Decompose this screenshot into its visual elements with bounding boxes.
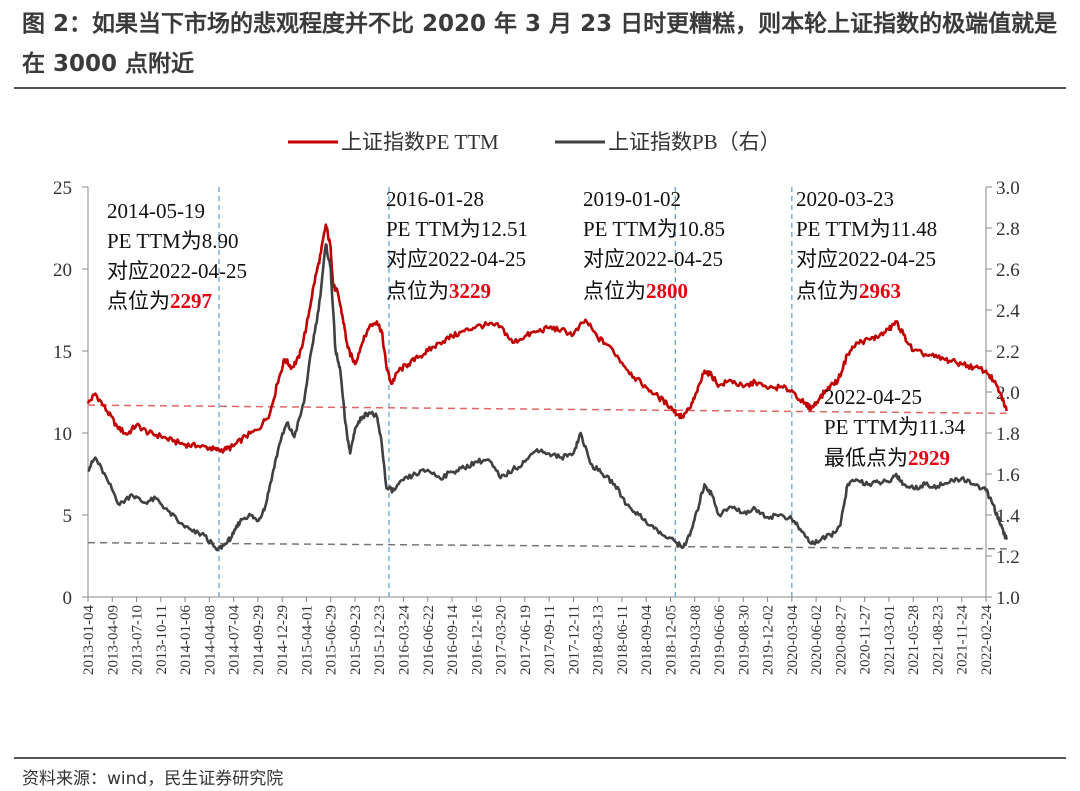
x-tick-label: 2016-12-16: [469, 605, 485, 675]
y-right-tick-label: 3.0: [996, 178, 1020, 199]
chart-title: 图 2：如果当下市场的悲观程度并不比 2020 年 3 月 23 日时更糟糕，则…: [22, 11, 1058, 77]
x-tick-label: 2019-12-02: [761, 605, 777, 675]
x-tick-label: 2016-06-22: [421, 605, 437, 675]
y-right-tick-label: 1.6: [996, 465, 1020, 486]
x-tick-label: 2021-05-28: [906, 605, 922, 675]
x-tick-label: 2016-09-14: [445, 605, 461, 675]
x-tick-label: 2018-03-13: [591, 605, 607, 675]
legend-pb-label: 上证指数PB（右）: [608, 130, 781, 154]
x-tick-label: 2015-09-23: [348, 605, 364, 675]
annotation-ref-date: 对应2022-04-25: [583, 247, 723, 271]
y-left-tick-label: 5: [63, 506, 73, 527]
x-tick-label: 2018-12-05: [663, 605, 679, 675]
x-tick-label: 2018-06-11: [615, 605, 631, 674]
x-tick-label: 2020-06-02: [809, 605, 825, 675]
y-right-tick-label: 2.6: [996, 260, 1020, 281]
end-annotation-date: 2022-04-25: [824, 385, 922, 409]
y-right-tick-label: 1.8: [996, 424, 1020, 445]
annotation-ref-date: 对应2022-04-25: [796, 247, 936, 271]
bottom-divider: [14, 757, 1066, 759]
y-right-tick-label: 2.4: [996, 301, 1020, 322]
x-tick-label: 2014-01-06: [178, 605, 194, 675]
annotation-level-label: 点位为: [796, 279, 859, 303]
x-tick-label: 2015-06-29: [324, 605, 340, 675]
x-tick-label: 2021-11-24: [955, 605, 971, 675]
x-tick-label: 2017-03-20: [494, 605, 510, 675]
y-right-tick-label: 2.8: [996, 219, 1020, 240]
x-tick-label: 2020-03-04: [785, 605, 801, 675]
x-tick-label: 2013-10-11: [154, 605, 170, 674]
y-left-tick-label: 20: [53, 260, 72, 281]
annotation-ref-date: 对应2022-04-25: [107, 259, 247, 283]
x-tick-label: 2013-07-10: [130, 605, 146, 675]
annotation-date: 2019-01-02: [583, 187, 681, 211]
end-annotation-low-label: 最低点为: [824, 446, 908, 470]
annotation-level: 点位为2297: [107, 289, 212, 313]
annotation-pe: PE TTM为12.51: [386, 217, 528, 241]
x-tick-label: 2016-03-24: [397, 605, 413, 675]
end-annotation-low: 最低点为2929: [824, 446, 950, 470]
x-tick-label: 2021-08-23: [930, 605, 946, 675]
annotation-level: 点位为2800: [583, 279, 688, 303]
pe-ttm-series-line: [86, 223, 1008, 454]
annotation-pe: PE TTM为11.48: [796, 217, 937, 241]
annotation-level-label: 点位为: [386, 279, 449, 303]
x-tick-label: 2017-12-11: [566, 605, 582, 674]
x-tick-label: 2018-09-04: [639, 605, 655, 675]
annotation-level-label: 点位为: [107, 289, 170, 313]
x-tick-label: 2022-02-24: [979, 605, 995, 675]
x-tick-label: 2020-11-27: [858, 605, 874, 675]
annotation-pe: PE TTM为10.85: [583, 217, 725, 241]
y-left-tick-label: 15: [53, 342, 72, 363]
x-tick-label: 2015-12-23: [372, 605, 388, 675]
annotation-date: 2014-05-19: [107, 199, 205, 223]
annotation-date: 2020-03-23: [796, 187, 894, 211]
x-tick-label: 2013-04-09: [105, 605, 121, 675]
pb-series-line: [87, 243, 1008, 552]
end-annotation-low-value: 2929: [908, 446, 950, 470]
y-left-tick-label: 0: [63, 588, 73, 609]
annotation-level-value: 2963: [859, 279, 901, 303]
legend-pe-label: 上证指数PE TTM: [341, 130, 499, 154]
source-note: 资料来源：wind，民生证券研究院: [22, 769, 284, 789]
x-tick-label: 2014-07-04: [227, 605, 243, 675]
y-right-tick-label: 1.2: [996, 547, 1020, 568]
top-divider: [14, 87, 1066, 89]
trend-line: [87, 404, 1007, 415]
annotation-pe: PE TTM为8.90: [107, 229, 238, 253]
y-right-tick-label: 1.0: [996, 588, 1020, 609]
x-tick-label: 2014-12-29: [275, 605, 291, 675]
x-tick-label: 2013-01-04: [81, 605, 97, 675]
x-tick-label: 2017-06-19: [518, 605, 534, 675]
x-tick-label: 2020-08-27: [833, 605, 849, 675]
x-tick-label: 2019-08-30: [736, 605, 752, 675]
trend-line: [87, 541, 1007, 550]
x-tick-label: 2015-04-01: [299, 605, 315, 675]
annotation-ref-date: 对应2022-04-25: [386, 247, 526, 271]
y-right-tick-label: 2.2: [996, 342, 1020, 363]
annotation-date: 2016-01-28: [386, 187, 484, 211]
x-tick-label: 2021-03-01: [882, 605, 898, 675]
y-left-tick-label: 10: [53, 424, 72, 445]
y-right-tick-label: 1.4: [996, 506, 1020, 527]
y-left-tick-label: 25: [53, 178, 72, 199]
x-tick-label: 2014-04-08: [202, 605, 218, 675]
x-tick-label: 2014-09-29: [251, 605, 267, 675]
annotation-level-label: 点位为: [583, 279, 646, 303]
annotation-level: 点位为3229: [386, 279, 491, 303]
x-tick-label: 2019-03-08: [688, 605, 704, 675]
annotation-level-value: 3229: [449, 279, 491, 303]
x-tick-label: 2019-06-06: [712, 605, 728, 675]
end-annotation-pe: PE TTM为11.34: [824, 415, 966, 439]
annotation-level-value: 2297: [170, 289, 212, 313]
annotation-level-value: 2800: [646, 279, 688, 303]
legend: 上证指数PE TTM 上证指数PB（右）: [288, 130, 781, 154]
x-tick-label: 2017-09-11: [542, 605, 558, 674]
annotation-level: 点位为2963: [796, 279, 901, 303]
